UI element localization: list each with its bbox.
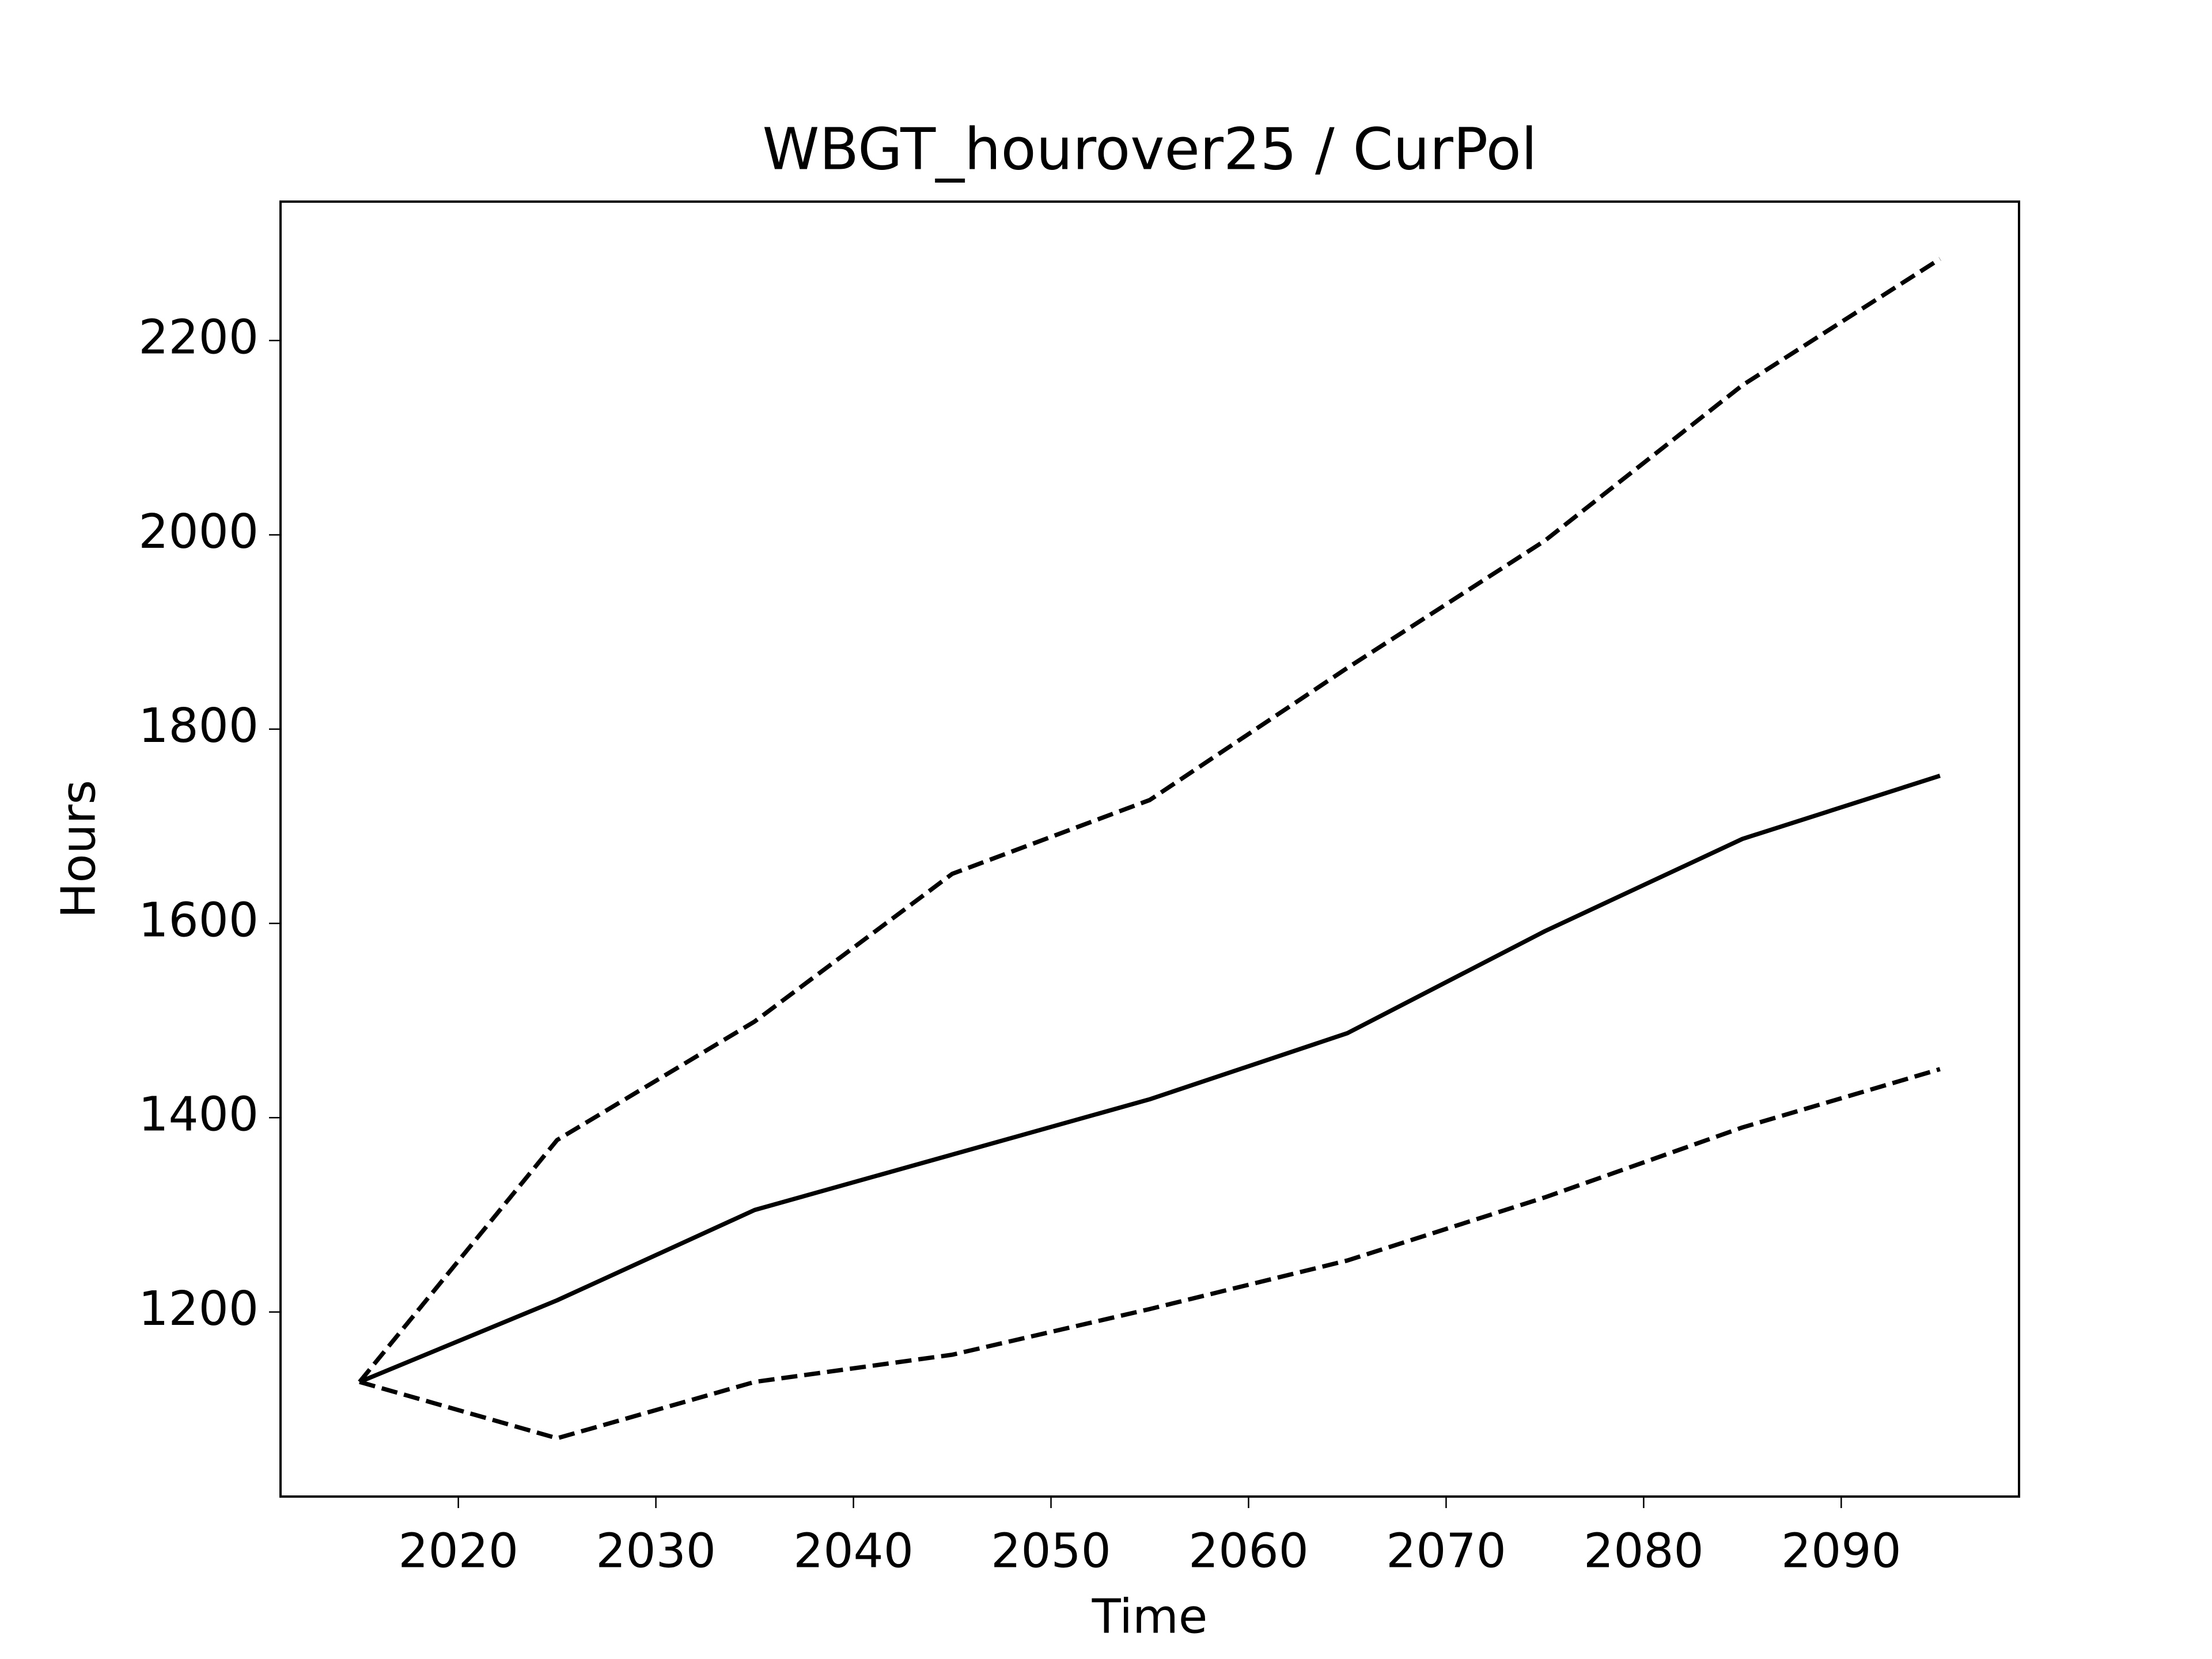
data-line: [358, 774, 1941, 1384]
chart-title: WBGT_hourover25 / CurPol: [762, 115, 1537, 183]
x-tick-label: 2090: [1781, 1524, 1902, 1578]
x-axis-label: Time: [1092, 1589, 1208, 1644]
x-tick-label: 2030: [596, 1524, 716, 1578]
x-tick-label: 2080: [1584, 1524, 1704, 1578]
y-tick-label: 2200: [138, 310, 259, 365]
data-line: [358, 257, 1941, 1384]
y-tick-label: 1400: [138, 1088, 259, 1142]
data-line: [359, 1067, 1941, 1441]
y-tick-label: 1200: [138, 1282, 259, 1336]
y-tick-label: 2000: [138, 505, 259, 559]
y-axis-label: Hours: [51, 780, 106, 918]
x-tick-label: 2060: [1188, 1524, 1309, 1578]
x-tick-label: 2070: [1386, 1524, 1506, 1578]
x-tick-label: 2040: [793, 1524, 914, 1578]
x-tick-label: 2050: [991, 1524, 1111, 1578]
y-tick-label: 1600: [138, 893, 259, 948]
x-tick-label: 2020: [398, 1524, 518, 1578]
y-tick-label: 1800: [138, 699, 259, 753]
plot-frame: [279, 200, 2020, 1498]
